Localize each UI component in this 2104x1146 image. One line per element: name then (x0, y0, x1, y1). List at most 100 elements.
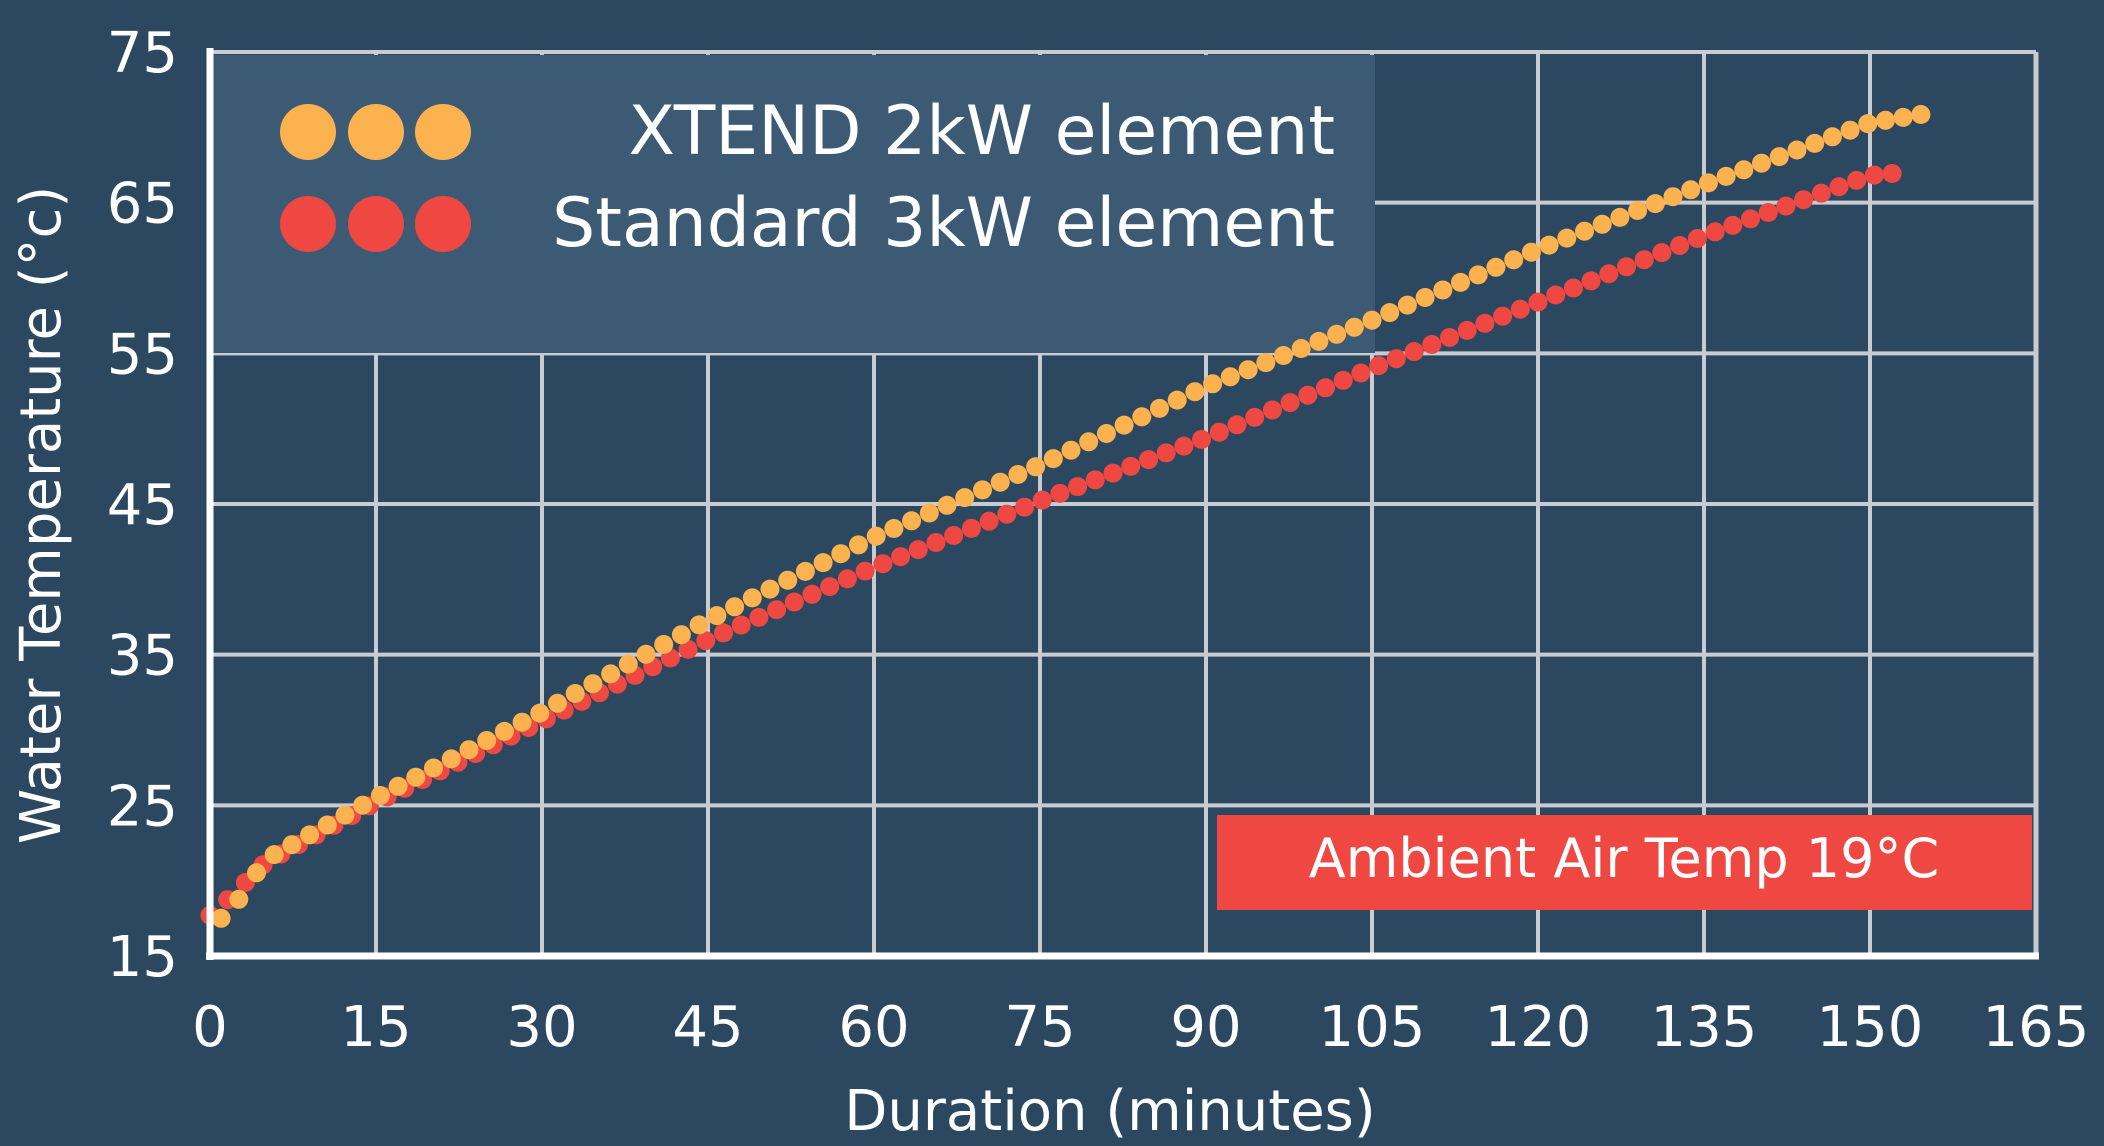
standard-point-93 (1847, 170, 1867, 190)
x-tick-75: 75 (1004, 995, 1075, 1060)
standard-point-38 (873, 554, 893, 574)
xtend-point-83 (1681, 180, 1701, 200)
xtend-point-81 (1645, 194, 1665, 214)
xtend-point-11 (406, 767, 426, 787)
xtend-point-78 (1592, 214, 1612, 234)
standard-point-58 (1227, 415, 1247, 435)
x-tick-30: 30 (506, 995, 577, 1060)
standard-point-70 (1440, 328, 1459, 347)
standard-point-29 (714, 623, 733, 643)
standard-point-72 (1475, 313, 1495, 333)
xtend-point-20 (565, 684, 585, 703)
standard-point-74 (1510, 299, 1530, 319)
xtend-point-57 (1220, 367, 1240, 387)
xtend-point-38 (884, 519, 904, 538)
xtend-point-54 (1167, 390, 1187, 410)
standard-point-27 (678, 639, 698, 659)
xtend-point-94 (1876, 110, 1895, 130)
xtend-point-33 (795, 561, 815, 581)
xtend-point-2 (247, 863, 266, 883)
xtend-point-69 (1433, 280, 1453, 300)
xtend-point-35 (831, 544, 851, 564)
xtend-point-39 (902, 511, 922, 531)
xtend-point-51 (1114, 415, 1134, 435)
xtend-point-95 (1893, 107, 1913, 127)
standard-point-50 (1085, 470, 1105, 490)
standard-point-46 (1015, 497, 1034, 517)
y-tick-35: 35 (107, 624, 178, 689)
xtend-point-37 (866, 526, 886, 546)
xtend-point-67 (1397, 295, 1417, 315)
standard-point-68 (1404, 342, 1424, 362)
y-tick-15: 15 (107, 925, 178, 990)
standard-point-53 (1139, 450, 1158, 470)
xtend-point-14 (459, 740, 479, 760)
xtend-point-4 (282, 835, 302, 855)
standard-point-85 (1705, 222, 1725, 242)
xtend-point-65 (1362, 310, 1382, 330)
standard-point-88 (1758, 203, 1778, 222)
xtend-point-50 (1096, 424, 1116, 443)
standard-point-34 (802, 584, 822, 604)
standard-point-90 (1794, 190, 1814, 210)
standard-point-75 (1528, 292, 1548, 312)
legend-marker-xtend-1 (348, 104, 404, 160)
x-tick-45: 45 (672, 995, 743, 1060)
xtend-point-68 (1415, 288, 1435, 307)
standard-point-79 (1599, 264, 1619, 284)
xtend-point-29 (725, 597, 745, 617)
xtend-point-5 (300, 825, 320, 845)
xtend-point-8 (353, 795, 373, 815)
legend-label-standard: Standard 3kW element (552, 184, 1335, 263)
standard-point-54 (1156, 443, 1176, 463)
xtend-point-34 (813, 553, 833, 573)
standard-point-59 (1245, 407, 1265, 427)
standard-point-62 (1298, 385, 1318, 405)
standard-point-47 (1032, 490, 1052, 510)
xtend-point-76 (1557, 228, 1577, 248)
xtend-point-70 (1451, 272, 1470, 292)
standard-point-84 (1687, 229, 1707, 248)
xtend-point-9 (370, 786, 390, 805)
standard-point-61 (1280, 393, 1300, 413)
standard-point-82 (1652, 243, 1672, 263)
xtend-point-52 (1132, 407, 1152, 427)
xtend-point-64 (1344, 317, 1364, 337)
xtend-point-24 (636, 644, 656, 664)
y-tick-65: 65 (107, 172, 178, 237)
standard-point-32 (767, 600, 787, 620)
standard-point-89 (1776, 196, 1796, 216)
legend-item-standard: Standard 3kW element (280, 184, 1335, 263)
standard-point-51 (1103, 463, 1123, 483)
xtend-point-23 (618, 654, 638, 674)
xtend-point-18 (530, 703, 550, 723)
xtend-point-85 (1716, 166, 1736, 186)
xtend-point-80 (1628, 201, 1648, 220)
standard-point-43 (961, 518, 981, 538)
annotation-background (1217, 815, 2032, 910)
legend-marker-standard-2 (415, 196, 471, 252)
xtend-point-63 (1327, 324, 1347, 344)
standard-point-94 (1864, 165, 1884, 185)
x-tick-120: 120 (1485, 995, 1592, 1060)
xtend-point-16 (494, 721, 514, 741)
y-tick-55: 55 (107, 322, 178, 387)
xtend-point-6 (317, 815, 337, 835)
x-tick-0: 0 (192, 995, 228, 1060)
xtend-point-93 (1858, 114, 1878, 134)
xtend-point-7 (335, 805, 355, 825)
xtend-point-45 (1008, 465, 1028, 484)
xtend-point-59 (1256, 353, 1276, 373)
xtend-point-40 (919, 503, 939, 523)
xtend-point-56 (1203, 374, 1223, 394)
standard-point-31 (749, 607, 769, 627)
xtend-point-47 (1043, 449, 1063, 469)
standard-point-30 (731, 615, 751, 635)
xtend-point-12 (424, 758, 443, 778)
x-tick-15: 15 (340, 995, 411, 1060)
standard-point-42 (944, 526, 964, 545)
standard-point-28 (696, 631, 716, 651)
standard-point-33 (784, 592, 804, 612)
